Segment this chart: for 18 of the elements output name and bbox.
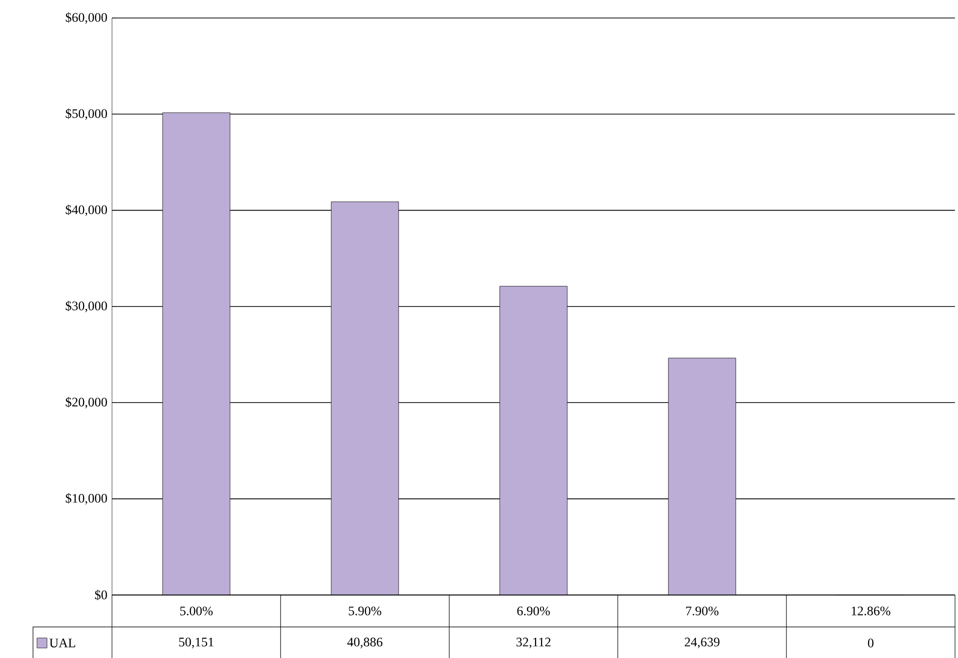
y-tick-label: $0 [95,590,107,600]
y-tick-label: $20,000 [66,396,107,408]
y-tick-label: $30,000 [66,300,107,312]
legend-label: UAL [49,638,76,648]
data-label: 0 [868,638,874,648]
data-label: 32,112 [516,638,550,648]
x-tick-label: 6.90% [517,606,550,616]
y-tick-label: $50,000 [66,108,107,120]
y-tick-label: $10,000 [66,493,107,505]
x-tick-label: 7.90% [686,606,718,616]
x-tick-label: 5.00% [180,606,213,616]
data-label: 24,639 [684,638,720,648]
data-label: 50,151 [179,638,214,648]
data-label: 40,886 [347,638,382,648]
x-tick-label: 12.86% [852,606,890,616]
y-tick-label: $40,000 [66,204,107,216]
x-tick-label: 5.90% [348,606,382,616]
y-tick-label: $60,000 [66,12,107,24]
